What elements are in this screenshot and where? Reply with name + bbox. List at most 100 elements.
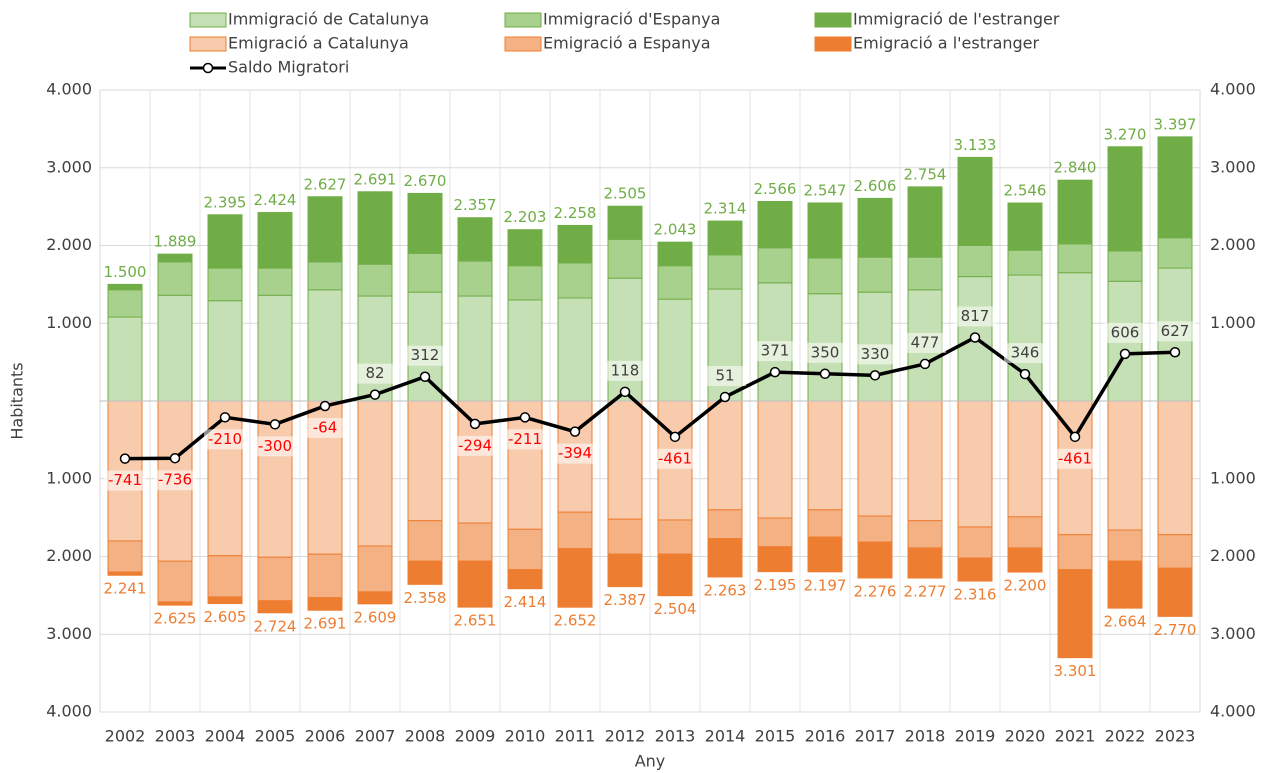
stack-total-label: 2.651	[454, 612, 497, 630]
data-label: -461	[1058, 449, 1092, 467]
label-background	[254, 436, 296, 457]
bar-segment	[1007, 249, 1043, 276]
x-tick-label: 2007	[355, 727, 396, 746]
bar-segment	[257, 294, 293, 402]
data-label: 606	[1111, 323, 1140, 341]
bar-segment	[1057, 569, 1093, 659]
stack-total-label: 1.889	[154, 233, 197, 251]
line-marker	[469, 418, 481, 430]
bar-segment	[657, 298, 693, 402]
data-label: 118	[611, 361, 640, 379]
stack-total-label: 3.133	[954, 136, 997, 154]
stack-total-label: 2.606	[854, 177, 897, 195]
stack-total-label: 2.357	[454, 196, 497, 214]
bar-segment	[757, 200, 793, 249]
bar-segment	[357, 591, 393, 605]
label-background	[604, 360, 646, 381]
y2-tick-label: 2.000	[1210, 546, 1256, 565]
x-tick-label: 2014	[705, 727, 746, 746]
stack-total-label: 3.301	[1054, 662, 1097, 680]
bar-segment	[1107, 146, 1143, 252]
bar-segment	[657, 553, 693, 597]
bar-segment	[457, 295, 493, 402]
bar-segment	[1107, 529, 1143, 562]
stack-total-label: 2.627	[304, 175, 347, 193]
line-marker	[819, 368, 831, 380]
x-tick-label: 2013	[655, 727, 696, 746]
bar-segment	[907, 520, 943, 549]
y-tick-label: 4.000	[46, 702, 92, 721]
bar-segment	[1157, 534, 1193, 569]
legend-label: Emigració a Catalunya	[228, 34, 409, 53]
bar-segment	[257, 212, 293, 269]
bar-segment	[857, 400, 893, 517]
data-label: 627	[1161, 322, 1190, 340]
y2-tick-label: 4.000	[1210, 702, 1256, 721]
stack-total-label: 2.316	[954, 586, 997, 604]
legend-swatch	[189, 12, 227, 28]
line-marker	[869, 370, 881, 381]
data-label: 371	[761, 342, 790, 360]
legend-label: Emigració a Espanya	[543, 34, 711, 53]
y-tick-label: 2.000	[46, 235, 92, 254]
bar-segment	[1007, 400, 1043, 518]
label-background	[854, 344, 896, 365]
legend-swatch	[504, 36, 542, 52]
stack-total-label: 2.566	[754, 180, 797, 198]
x-tick-label: 2004	[205, 727, 246, 746]
line-marker	[1169, 347, 1181, 358]
bar-segment	[357, 191, 393, 265]
label-background	[204, 429, 246, 450]
bar-segment	[807, 202, 843, 259]
bar-segment	[807, 536, 843, 573]
data-label: -741	[108, 471, 142, 489]
legend-label: Saldo Migratori	[228, 58, 349, 77]
stack-total-label: 2.358	[404, 589, 447, 607]
stack-total-label: 2.200	[1004, 577, 1047, 595]
stack-total-label: 2.754	[904, 165, 947, 183]
x-tick-label: 2018	[905, 727, 946, 746]
bar-segment	[457, 260, 493, 297]
stack-total-label: 2.314	[704, 200, 747, 218]
line-marker	[919, 358, 931, 370]
bar-segment	[957, 400, 993, 528]
bar-segment	[1107, 250, 1143, 282]
bar-segment	[257, 267, 293, 296]
bar-segment	[107, 571, 143, 576]
x-tick-label: 2019	[955, 727, 996, 746]
label-background	[1004, 343, 1046, 364]
bar-segment	[507, 265, 543, 301]
data-label: 346	[1011, 344, 1040, 362]
bar-segment	[957, 526, 993, 559]
bar-segment	[707, 400, 743, 511]
bar-segment	[607, 553, 643, 588]
bar-segment	[457, 560, 493, 608]
line-marker	[269, 419, 281, 430]
x-tick-label: 2015	[755, 727, 796, 746]
bar-segment	[857, 541, 893, 579]
label-background	[1104, 322, 1146, 343]
line-marker	[319, 400, 331, 412]
legend-label: Emigració a l'estranger	[853, 34, 1040, 53]
x-tick-label: 2021	[1055, 727, 1096, 746]
bar-segment	[157, 601, 193, 606]
bar-segment	[1007, 547, 1043, 573]
bar-segment	[107, 540, 143, 573]
legend-swatch	[504, 12, 542, 28]
bar-segment	[857, 256, 893, 293]
line-marker	[969, 332, 981, 343]
legend-marker	[202, 62, 214, 74]
label-background	[1154, 321, 1196, 342]
bar-segment	[457, 522, 493, 562]
label-background	[154, 470, 196, 491]
bar-segment	[707, 254, 743, 290]
stack-total-label: 2.043	[654, 221, 697, 239]
bar-segment	[107, 289, 143, 318]
data-label: 82	[365, 364, 384, 382]
stack-total-label: 3.397	[1154, 115, 1197, 133]
stack-total-label: 2.195	[754, 576, 797, 594]
x-axis-label: Any	[635, 752, 666, 771]
bar-segment	[757, 400, 793, 519]
bar-segment	[157, 253, 193, 263]
stack-total-label: 2.258	[554, 204, 597, 222]
